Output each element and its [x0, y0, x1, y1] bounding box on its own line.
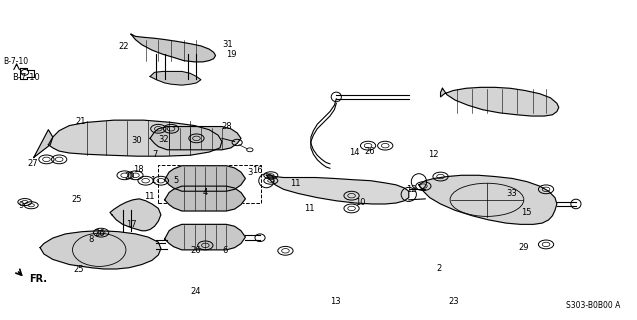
Text: 26: 26	[364, 147, 375, 156]
Text: 32: 32	[159, 135, 169, 144]
Text: 11: 11	[304, 204, 315, 213]
Polygon shape	[34, 130, 53, 157]
Text: 15: 15	[520, 208, 531, 217]
Polygon shape	[419, 175, 557, 224]
Text: 11: 11	[290, 180, 301, 188]
Text: 28: 28	[222, 122, 233, 131]
Text: B-7-10: B-7-10	[12, 73, 40, 82]
Polygon shape	[110, 199, 161, 231]
Polygon shape	[48, 120, 222, 156]
Text: 10: 10	[355, 197, 366, 206]
Text: 30: 30	[131, 136, 141, 145]
Text: 11: 11	[144, 192, 154, 201]
Text: 13: 13	[330, 297, 341, 306]
Polygon shape	[266, 175, 409, 204]
Text: 8: 8	[89, 235, 94, 244]
Polygon shape	[150, 126, 241, 150]
Polygon shape	[165, 186, 245, 211]
Text: 22: 22	[118, 42, 129, 52]
Text: 6: 6	[222, 246, 227, 255]
Text: 14: 14	[349, 148, 359, 156]
Text: 25: 25	[72, 195, 82, 204]
Text: 33: 33	[506, 189, 517, 198]
Text: 26: 26	[95, 229, 105, 238]
Text: 18: 18	[133, 165, 143, 174]
Polygon shape	[165, 166, 245, 191]
Polygon shape	[441, 87, 559, 116]
Text: 4: 4	[203, 188, 208, 197]
Text: 2: 2	[436, 264, 441, 274]
Text: B-7-10: B-7-10	[3, 57, 29, 66]
Polygon shape	[131, 34, 215, 62]
Text: 16: 16	[252, 166, 262, 175]
Bar	[159, 165, 261, 203]
Text: 24: 24	[190, 287, 201, 296]
Text: 12: 12	[428, 150, 438, 159]
Polygon shape	[165, 224, 245, 250]
Text: S303-B0B00 A: S303-B0B00 A	[566, 301, 620, 310]
Text: 31: 31	[222, 40, 233, 49]
Text: 27: 27	[27, 159, 38, 168]
Text: 20: 20	[125, 172, 135, 181]
Text: 17: 17	[127, 220, 137, 229]
Polygon shape	[150, 71, 201, 85]
Text: 7: 7	[152, 150, 157, 159]
Text: 21: 21	[76, 117, 86, 126]
Text: 1: 1	[150, 176, 155, 185]
Polygon shape	[40, 231, 161, 269]
Text: 9: 9	[18, 201, 24, 210]
Text: 25: 25	[74, 265, 84, 275]
Text: 3: 3	[247, 168, 253, 177]
Text: 19: 19	[226, 50, 237, 59]
Text: 5: 5	[173, 176, 179, 185]
Text: 12: 12	[406, 185, 417, 194]
Text: 29: 29	[519, 243, 529, 252]
Text: 23: 23	[449, 297, 459, 306]
Text: 26: 26	[190, 246, 201, 255]
Text: FR.: FR.	[29, 275, 47, 284]
